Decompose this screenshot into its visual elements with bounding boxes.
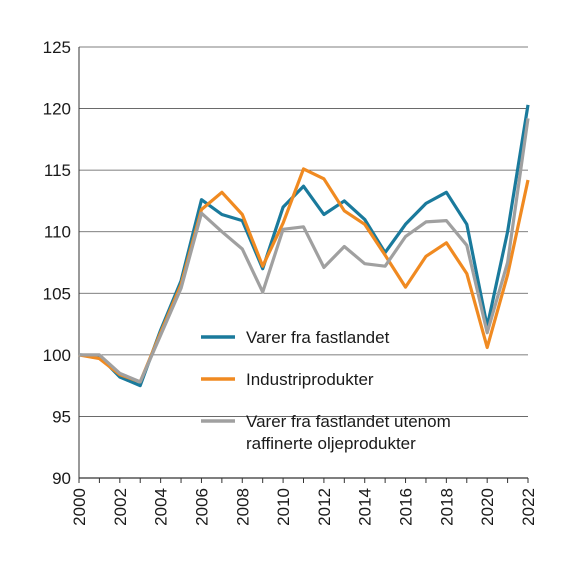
legend-label-1: Varer fra fastlandet	[246, 328, 390, 347]
y-tick-label-100: 100	[43, 346, 71, 365]
x-tick-label-2020: 2020	[478, 488, 497, 526]
x-tick-label-2002: 2002	[111, 488, 130, 526]
series-line-3	[79, 118, 530, 384]
y-axis-ticks: 90 95 100 105 110 115 120 125	[43, 38, 71, 488]
series-lines	[78, 104, 530, 388]
x-tick-label-2006: 2006	[192, 488, 211, 526]
y-tick-label-120: 120	[43, 100, 71, 119]
legend: Varer fra fastlandet Industriprodukter Var…	[201, 328, 451, 453]
x-tick-label-2000: 2000	[70, 488, 89, 526]
y-tick-label-110: 110	[44, 223, 71, 242]
y-tick-label-115: 115	[44, 161, 71, 180]
x-tick-label-2012: 2012	[315, 488, 334, 526]
x-tick-label-2008: 2008	[233, 488, 252, 526]
x-tick-label-2016: 2016	[397, 488, 416, 526]
x-tick-label-2004: 2004	[152, 488, 171, 526]
x-axis-ticks: 2000 2002 2004 2006 2008 2010 2012 2014 2016 2018…	[70, 488, 538, 526]
y-tick-label-90: 90	[52, 469, 71, 488]
legend-label-3-line-1: Varer fra fastlandet utenom	[246, 412, 451, 431]
legend-label-2: Industriprodukter	[246, 370, 374, 389]
x-tick-label-2010: 2010	[274, 488, 293, 526]
x-tick-label-2018: 2018	[437, 488, 456, 526]
x-tick-label-2014: 2014	[356, 488, 375, 526]
axes	[78, 47, 529, 483]
x-tick-label-2022: 2022	[519, 488, 538, 526]
y-tick-label-105: 105	[43, 284, 71, 303]
legend-label-3-line-2: raffinerte oljeprodukter	[246, 434, 416, 453]
y-tick-label-95: 95	[52, 407, 71, 426]
y-tick-label-125: 125	[43, 38, 71, 57]
series-line-2	[78, 167, 530, 384]
